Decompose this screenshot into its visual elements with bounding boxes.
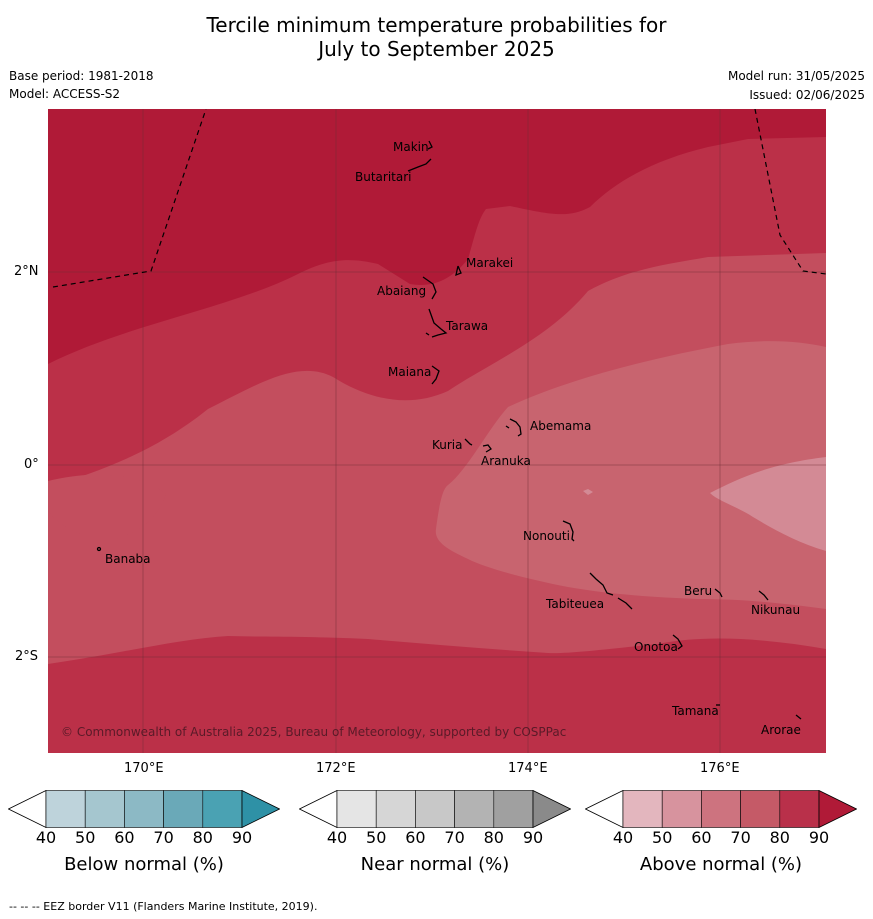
colorbar-tick: 60 (405, 828, 426, 847)
colorbar-tick: 90 (522, 828, 544, 847)
label-nonouti: Nonouti (523, 529, 570, 543)
label-beru: Beru (684, 584, 712, 598)
colorbar-tick: 50 (75, 828, 96, 847)
lon-tick-176: 176°E (700, 761, 740, 776)
colorbar-segment (454, 790, 495, 828)
colorbar-tick: 80 (483, 828, 504, 847)
lat-tick-0: 0° (24, 457, 39, 472)
colorbar-segment (45, 790, 86, 828)
colorbar-segment (701, 790, 741, 828)
label-arorae: Arorae (761, 723, 801, 737)
graticule (48, 109, 826, 753)
colorbar-tick: 80 (769, 828, 790, 847)
colorbar-extend-high (532, 790, 571, 828)
map-title-line2: July to September 2025 (318, 37, 555, 61)
colorbar-tick: 50 (652, 828, 673, 847)
label-aranuka: Aranuka (481, 454, 531, 468)
label-butaritari: Butaritari (355, 170, 412, 184)
label-kuria: Kuria (432, 438, 463, 452)
colorbar-tick: 80 (192, 828, 213, 847)
colorbar-tick: 40 (612, 828, 634, 847)
band-50 (710, 457, 826, 551)
colorbar-segment (202, 790, 243, 828)
label-abaiang: Abaiang (377, 284, 426, 298)
issued-date: Issued: 02/06/2025 (749, 88, 865, 102)
colorbar-near-label: Near normal (%) (360, 854, 510, 875)
colorbar-tick: 90 (808, 828, 830, 847)
label-tarawa: Tarawa (445, 319, 488, 333)
colorbar-above-normal (585, 790, 857, 828)
colorbar-tick: 90 (231, 828, 253, 847)
colorbar-above-label: Above normal (%) (639, 854, 803, 875)
colorbar-extend-high (818, 790, 857, 828)
island-outlines (96, 140, 802, 720)
lon-tick-170: 170°E (124, 761, 164, 776)
colorbar-segment (661, 790, 702, 828)
colorbar-segment (779, 790, 820, 828)
lon-tick-172: 172°E (316, 761, 356, 776)
colorbar-extend-low (8, 790, 47, 828)
colorbar-tick: 40 (326, 828, 348, 847)
colorbar-tick: 60 (114, 828, 135, 847)
model-name: Model: ACCESS-S2 (9, 87, 121, 101)
colorbar-segment (163, 790, 204, 828)
band-60 (435, 341, 826, 609)
colorbar-near-normal (299, 790, 571, 828)
label-abemama: Abemama (530, 419, 591, 433)
colorbar-segment (84, 790, 125, 828)
eez-border (52, 109, 826, 288)
colorbar-tick: 70 (153, 828, 174, 847)
map-title-line1: Tercile minimum temperature probabilitie… (206, 13, 667, 37)
label-nikunau: Nikunau (751, 603, 800, 617)
copyright-notice: © Commonwealth of Australia 2025, Bureau… (61, 725, 566, 739)
colorbar-tick: 70 (730, 828, 751, 847)
lat-tick-2n: 2°N (14, 264, 39, 279)
colorbar-segment (336, 790, 377, 828)
band-70-west (48, 474, 166, 541)
colorbar-segment (740, 790, 781, 828)
probability-map: Makin Butaritari Marakei Abaiang Tarawa … (48, 109, 826, 753)
colorbar-segment (493, 790, 534, 828)
label-onotoa: Onotoa (634, 640, 678, 654)
eez-footnote: -- -- -- EEZ border V11 (Flanders Marine… (9, 900, 318, 913)
colorbar-extend-low (299, 790, 338, 828)
lat-tick-2s: 2°S (15, 649, 39, 664)
colorbar-below-normal (8, 790, 280, 828)
label-makin: Makin (393, 140, 429, 154)
place-labels: Makin Butaritari Marakei Abaiang Tarawa … (105, 140, 801, 737)
label-tamana: Tamana (671, 704, 719, 718)
colorbar-segment (415, 790, 455, 828)
colorbar-segment (622, 790, 663, 828)
base-period: Base period: 1981-2018 (9, 69, 154, 83)
colorbar-tick: 60 (691, 828, 712, 847)
colorbar-below-label: Below normal (%) (64, 854, 224, 875)
label-tabiteuea: Tabiteuea (545, 597, 604, 611)
colorbar-extend-high (241, 790, 280, 828)
model-run: Model run: 31/05/2025 (727, 69, 865, 83)
label-banaba: Banaba (105, 552, 151, 566)
lon-tick-174: 174°E (508, 761, 548, 776)
band-50-spot (583, 489, 593, 495)
label-marakei: Marakei (466, 256, 513, 270)
colorbar-tick: 50 (366, 828, 387, 847)
colorbar-tick: 40 (35, 828, 57, 847)
colorbar-extend-low (585, 790, 624, 828)
label-maiana: Maiana (388, 365, 431, 379)
colorbar-segment (375, 790, 416, 828)
colorbar-tick: 70 (444, 828, 465, 847)
colorbar-segment (124, 790, 164, 828)
